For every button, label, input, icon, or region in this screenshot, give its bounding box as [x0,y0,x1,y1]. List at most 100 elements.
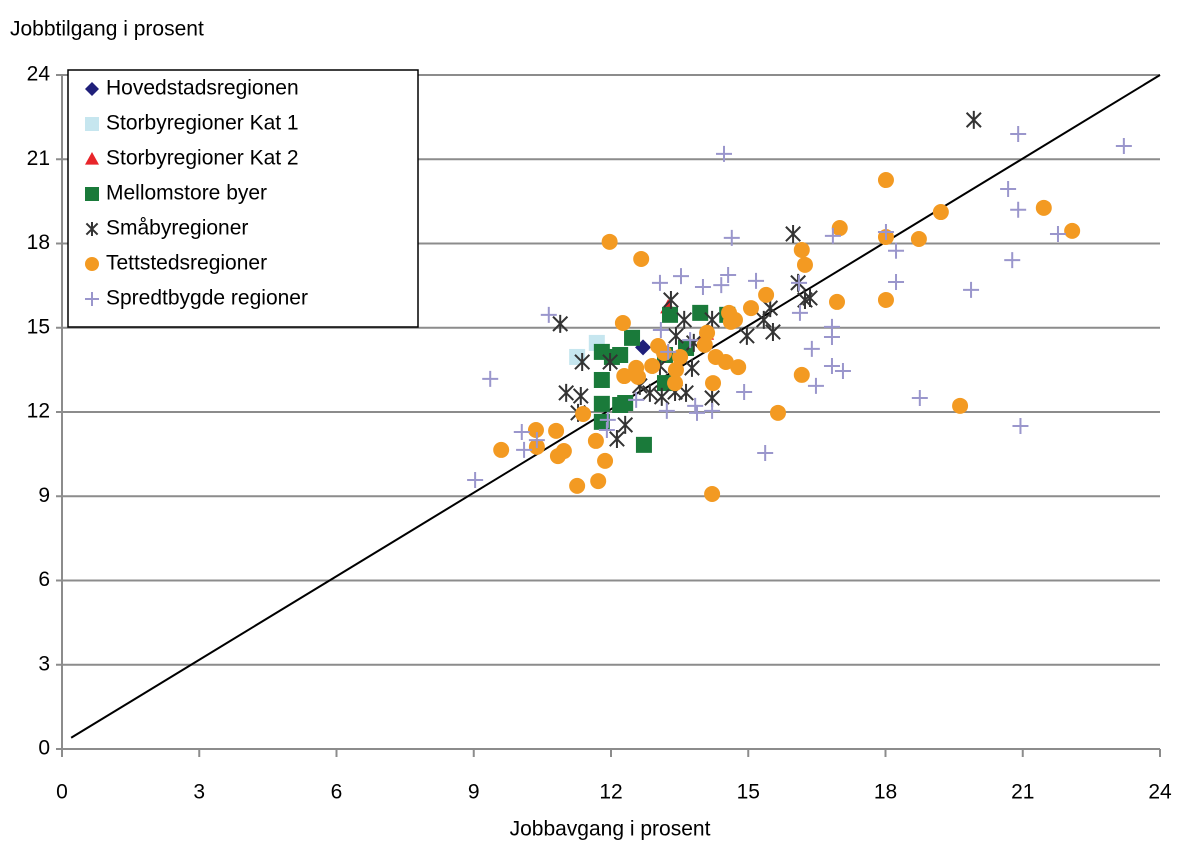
point [516,441,533,458]
point [796,256,813,273]
point [658,402,675,419]
point [597,452,614,469]
point [593,395,610,412]
x-tick-label: 0 [56,781,68,804]
point [624,329,641,346]
x-tick-label: 3 [193,781,205,804]
point [616,368,633,385]
point [730,359,747,376]
point [823,357,840,374]
point [722,313,739,330]
point [687,397,704,414]
legend-label: Spredtbygde regioner [106,287,308,310]
point [1010,201,1027,218]
legend-label: Storbyregioner Kat 2 [106,147,299,170]
legend-label: Hovedstadsregionen [106,77,299,100]
point [572,386,589,405]
point [704,402,721,419]
point [527,421,544,438]
point [1035,199,1052,216]
point [612,346,629,363]
legend-box [67,69,419,328]
point [629,368,646,385]
point [602,353,618,372]
point [513,423,530,440]
point [689,404,706,421]
point [696,336,713,353]
point [558,383,575,402]
y-tick-label: 3 [38,652,50,675]
point [829,293,846,310]
point [493,441,510,458]
x-axis-label: Jobbavgang i prosent [510,818,711,841]
point [590,473,607,490]
point [660,343,677,360]
point [877,223,894,240]
point [1064,222,1081,239]
point [549,448,566,465]
point [834,362,851,379]
point [548,422,565,439]
point [672,348,689,365]
point [1012,418,1029,435]
point [663,290,679,309]
point [807,377,824,394]
point [742,300,759,317]
point [575,405,592,422]
point [609,429,625,448]
point [593,413,610,430]
point [628,391,645,408]
point [587,432,604,449]
point [528,432,545,449]
point [720,266,737,283]
point [644,357,661,374]
legend-label: Mellomstore byer [106,182,267,205]
legend-label: Tettstedsregioner [106,252,267,275]
legend-marker [85,82,99,96]
point [791,304,808,321]
y-tick-label: 21 [27,147,50,170]
point [1049,225,1066,242]
x-tick-label: 6 [331,781,343,804]
point [1004,252,1021,269]
x-tick-label: 21 [1011,781,1034,804]
y-tick-label: 12 [27,400,50,423]
y-tick-label: 24 [27,63,51,86]
point [574,353,591,372]
point [911,389,928,406]
point [738,326,755,345]
point [692,304,709,321]
point [552,314,569,333]
point [824,227,841,244]
point [791,274,808,291]
point [965,110,982,129]
x-tick-label: 24 [1148,781,1172,804]
point [569,477,586,494]
point [1010,125,1027,142]
point [612,396,629,413]
point [482,370,499,387]
y-tick-label: 9 [38,484,50,507]
point [668,326,684,345]
point [593,371,610,388]
legend-marker [85,152,99,165]
x-tick-label: 12 [599,781,622,804]
point [682,332,699,349]
point [716,145,733,162]
point [614,314,631,331]
y-tick-label: 0 [38,737,50,760]
point [540,306,557,323]
legend-label: Småbyregioner [106,217,248,240]
legend-marker [85,222,99,236]
y-axis-label: Jobbtilgang i prosent [10,18,204,41]
point [757,445,774,462]
point [803,340,820,357]
point [652,321,669,338]
point [755,310,772,329]
x-tick-label: 15 [737,781,760,804]
point [952,397,969,414]
point [802,288,818,307]
point [704,486,721,503]
legend-marker [85,187,99,201]
